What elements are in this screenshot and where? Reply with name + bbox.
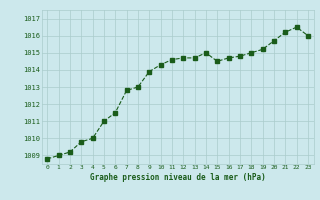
X-axis label: Graphe pression niveau de la mer (hPa): Graphe pression niveau de la mer (hPa)	[90, 173, 266, 182]
